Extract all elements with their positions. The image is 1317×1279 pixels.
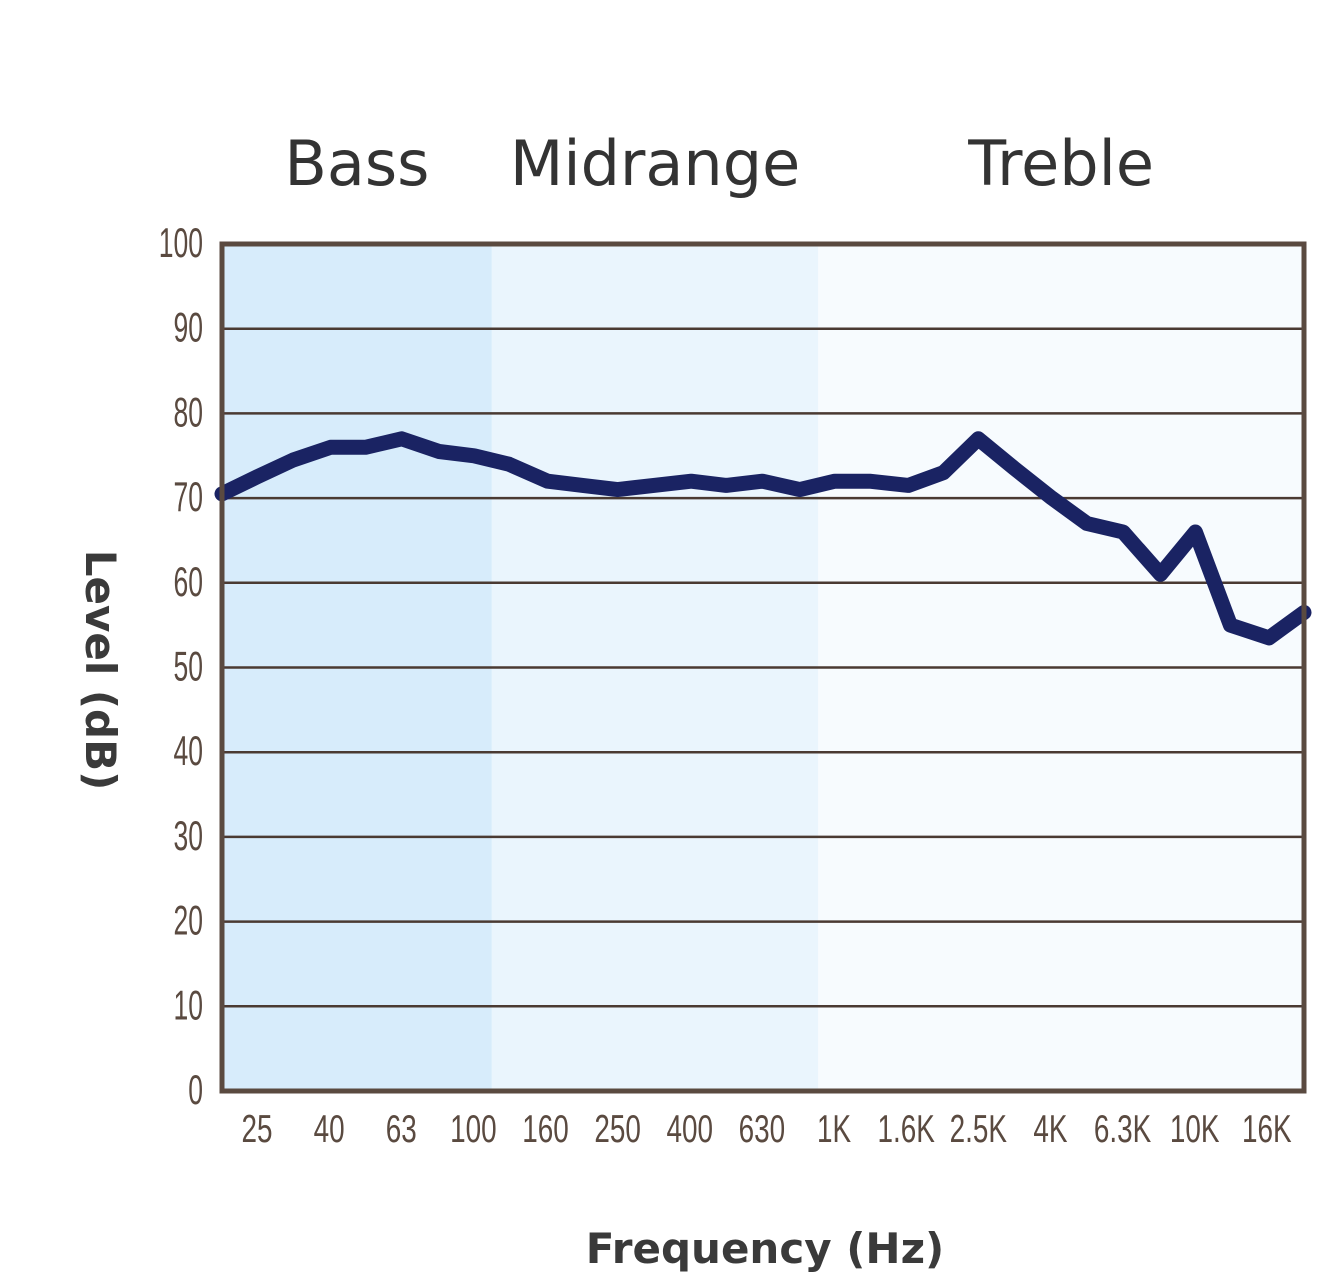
x-tick-10K: 10K — [1170, 1107, 1220, 1151]
x-tick-63: 63 — [386, 1107, 417, 1151]
x-tick-400: 400 — [667, 1107, 713, 1151]
band-labels: Bass Midrange Treble — [284, 127, 1154, 200]
y-tick-labels: 0 10 20 30 40 50 60 70 80 90 100 — [159, 220, 203, 1113]
y-tick-10: 10 — [174, 982, 203, 1028]
y-axis-title: Level (dB) — [76, 550, 125, 791]
y-tick-0: 0 — [188, 1067, 203, 1113]
series-lines — [214, 431, 1312, 646]
y-tick-40: 40 — [174, 728, 203, 774]
y-tick-20: 20 — [174, 898, 203, 944]
y-tick-90: 90 — [174, 305, 203, 351]
x-tick-1K: 1K — [817, 1107, 851, 1151]
y-tick-80: 80 — [174, 389, 203, 435]
band-label-midrange: Midrange — [510, 127, 800, 200]
band-label-bass: Bass — [284, 127, 429, 200]
band-label-treble: Treble — [967, 127, 1154, 200]
series-line-0 — [214, 431, 1312, 646]
x-tick-16K: 16K — [1242, 1107, 1292, 1151]
y-tick-60: 60 — [174, 559, 203, 605]
x-tick-100: 100 — [450, 1107, 496, 1151]
y-tick-100: 100 — [159, 220, 203, 266]
x-tick-40: 40 — [314, 1107, 345, 1151]
x-tick-6.3K: 6.3K — [1094, 1107, 1152, 1151]
x-axis-title: Frequency (Hz) — [586, 1224, 944, 1273]
x-tick-160: 160 — [522, 1107, 568, 1151]
x-tick-1.6K: 1.6K — [877, 1107, 935, 1151]
y-tick-70: 70 — [174, 474, 203, 520]
grid-lines — [222, 327, 1304, 1008]
x-tick-630: 630 — [739, 1107, 785, 1151]
x-tick-2.5K: 2.5K — [950, 1107, 1008, 1151]
y-tick-50: 50 — [174, 644, 203, 690]
y-tick-30: 30 — [174, 813, 203, 859]
x-tick-250: 250 — [594, 1107, 640, 1151]
x-tick-25: 25 — [241, 1107, 272, 1151]
x-tick-4K: 4K — [1033, 1107, 1067, 1151]
x-tick-labels: 25 40 63 100 160 250 400 630 1K 1.6K 2.5K 4K 6.3K 10K… — [241, 1107, 1291, 1151]
plot-frame — [219, 241, 1307, 1094]
